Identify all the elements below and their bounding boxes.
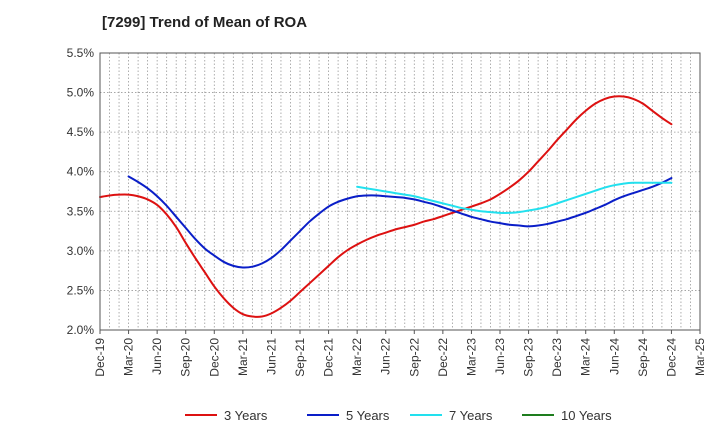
y-tick-label: 2.0% bbox=[67, 323, 95, 337]
grid bbox=[100, 52, 700, 331]
x-tick-label: Mar-25 bbox=[693, 338, 707, 376]
series-line-3-years bbox=[99, 95, 673, 318]
y-tick-label: 4.5% bbox=[67, 125, 95, 139]
x-tick-label: Jun-23 bbox=[493, 338, 507, 375]
y-tick-label: 2.5% bbox=[67, 283, 95, 297]
y-tick-label: 3.0% bbox=[67, 244, 95, 258]
legend-label: 7 Years bbox=[449, 408, 493, 423]
series-line-7-years bbox=[356, 181, 673, 214]
y-tick-label: 5.0% bbox=[67, 86, 95, 100]
legend-label: 10 Years bbox=[561, 408, 612, 423]
x-tick-label: Mar-20 bbox=[122, 338, 136, 376]
y-axis: 2.0% 2.5% 3.0% 3.5% 4.0% 4.5% 5.0% 5.5% bbox=[67, 46, 95, 337]
x-tick-label: Dec-23 bbox=[550, 338, 564, 377]
plot-frame bbox=[99, 52, 701, 331]
legend-label: 5 Years bbox=[346, 408, 390, 423]
x-tick-label: Dec-22 bbox=[436, 338, 450, 377]
series-lines bbox=[99, 95, 673, 318]
x-tick-label: Jun-20 bbox=[150, 338, 164, 375]
y-tick-label: 5.5% bbox=[67, 46, 95, 60]
x-tick-label: Sep-20 bbox=[179, 338, 193, 377]
x-tick-label: Mar-23 bbox=[464, 338, 478, 376]
x-tick-label: Sep-24 bbox=[636, 338, 650, 377]
chart-title: [7299] Trend of Mean of ROA bbox=[102, 14, 308, 31]
x-tick-label: Dec-20 bbox=[207, 338, 221, 377]
x-tick-label: Jun-22 bbox=[379, 338, 393, 375]
series-line-5-years bbox=[127, 175, 673, 269]
x-tick-label: Dec-19 bbox=[93, 338, 107, 377]
x-tick-label: Sep-21 bbox=[293, 338, 307, 377]
legend: 3 Years 5 Years 7 Years 10 Years bbox=[185, 408, 612, 423]
x-tick-label: Dec-21 bbox=[322, 338, 336, 377]
x-tick-label: Mar-24 bbox=[579, 338, 593, 376]
y-tick-label: 3.5% bbox=[67, 204, 95, 218]
x-tick-label: Sep-22 bbox=[407, 338, 421, 377]
x-tick-label: Jun-21 bbox=[264, 338, 278, 375]
x-tick-label: Mar-21 bbox=[236, 338, 250, 376]
y-tick-label: 4.0% bbox=[67, 165, 95, 179]
x-tick-label: Sep-23 bbox=[522, 338, 536, 377]
legend-label: 3 Years bbox=[224, 408, 268, 423]
x-tick-label: Jun-24 bbox=[607, 338, 621, 375]
x-tick-label: Mar-22 bbox=[350, 338, 364, 376]
x-axis: Dec-19 Mar-20 Jun-20 Sep-20 Dec-20 Mar-21 Jun-… bbox=[93, 330, 707, 377]
x-tick-label: Dec-24 bbox=[664, 338, 678, 377]
